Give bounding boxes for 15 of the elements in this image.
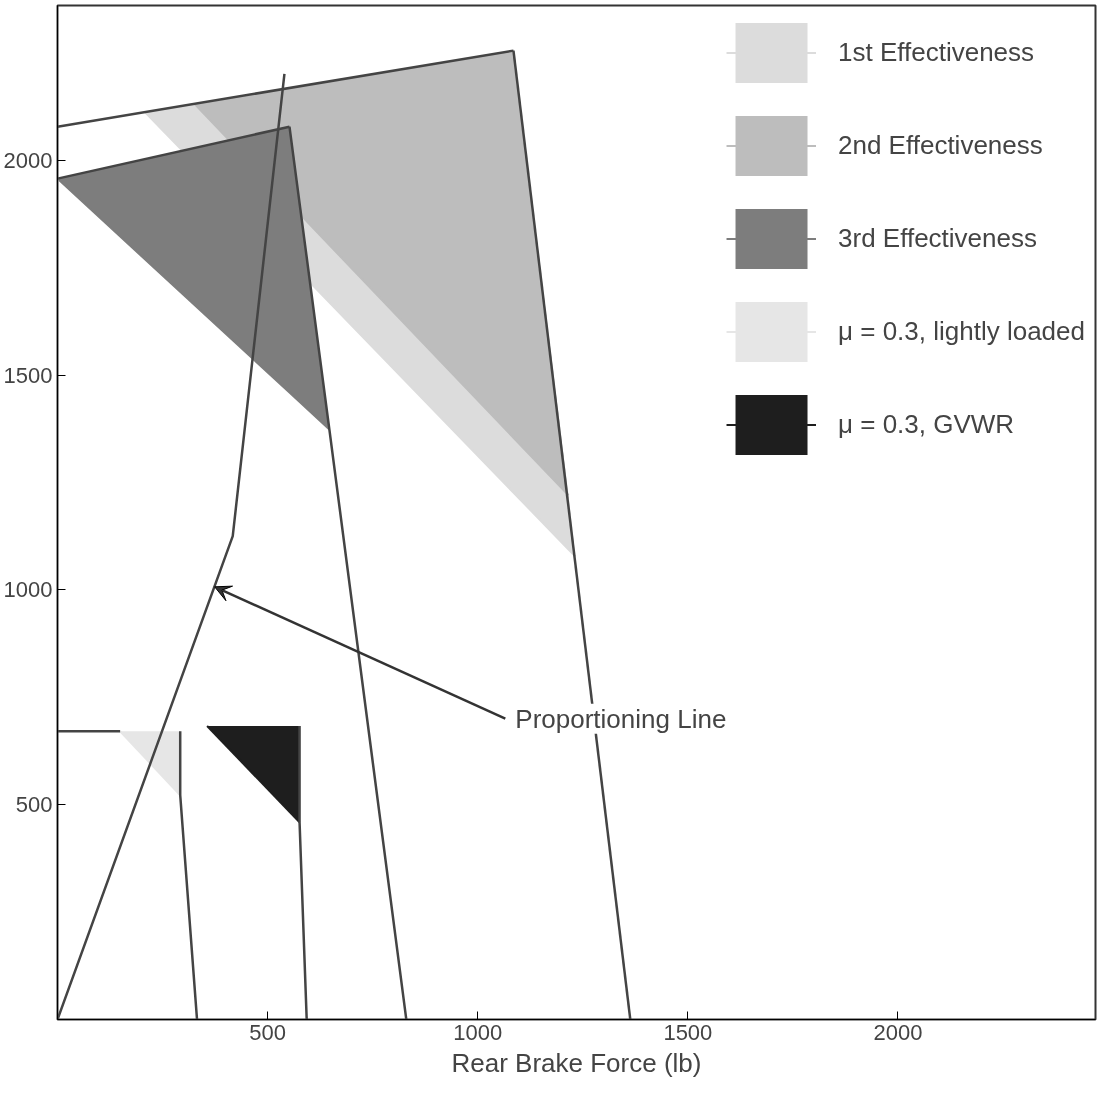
legend-label: μ = 0.3, lightly loaded xyxy=(838,316,1085,347)
x-tick-label: 2000 xyxy=(873,1019,923,1045)
legend-label: 3rd Effectiveness xyxy=(838,223,1037,254)
annotation: Proportioning Line xyxy=(515,703,727,734)
y-tick-label: 1000 xyxy=(3,577,53,603)
y-tick-label: 500 xyxy=(15,792,53,818)
legend-label: 2nd Effectiveness xyxy=(838,130,1043,161)
x-tick-label: 1000 xyxy=(453,1019,503,1045)
legend-label: μ = 0.3, GVWR xyxy=(838,409,1015,440)
x-tick-label: 500 xyxy=(249,1019,286,1045)
x-axis-title: Rear Brake Force (lb) xyxy=(451,1047,702,1078)
x-tick-label: 1500 xyxy=(663,1019,713,1045)
y-tick-label: 2000 xyxy=(3,147,53,173)
y-tick-label: 1500 xyxy=(3,362,53,388)
legend-label: 1st Effectiveness xyxy=(838,37,1035,68)
